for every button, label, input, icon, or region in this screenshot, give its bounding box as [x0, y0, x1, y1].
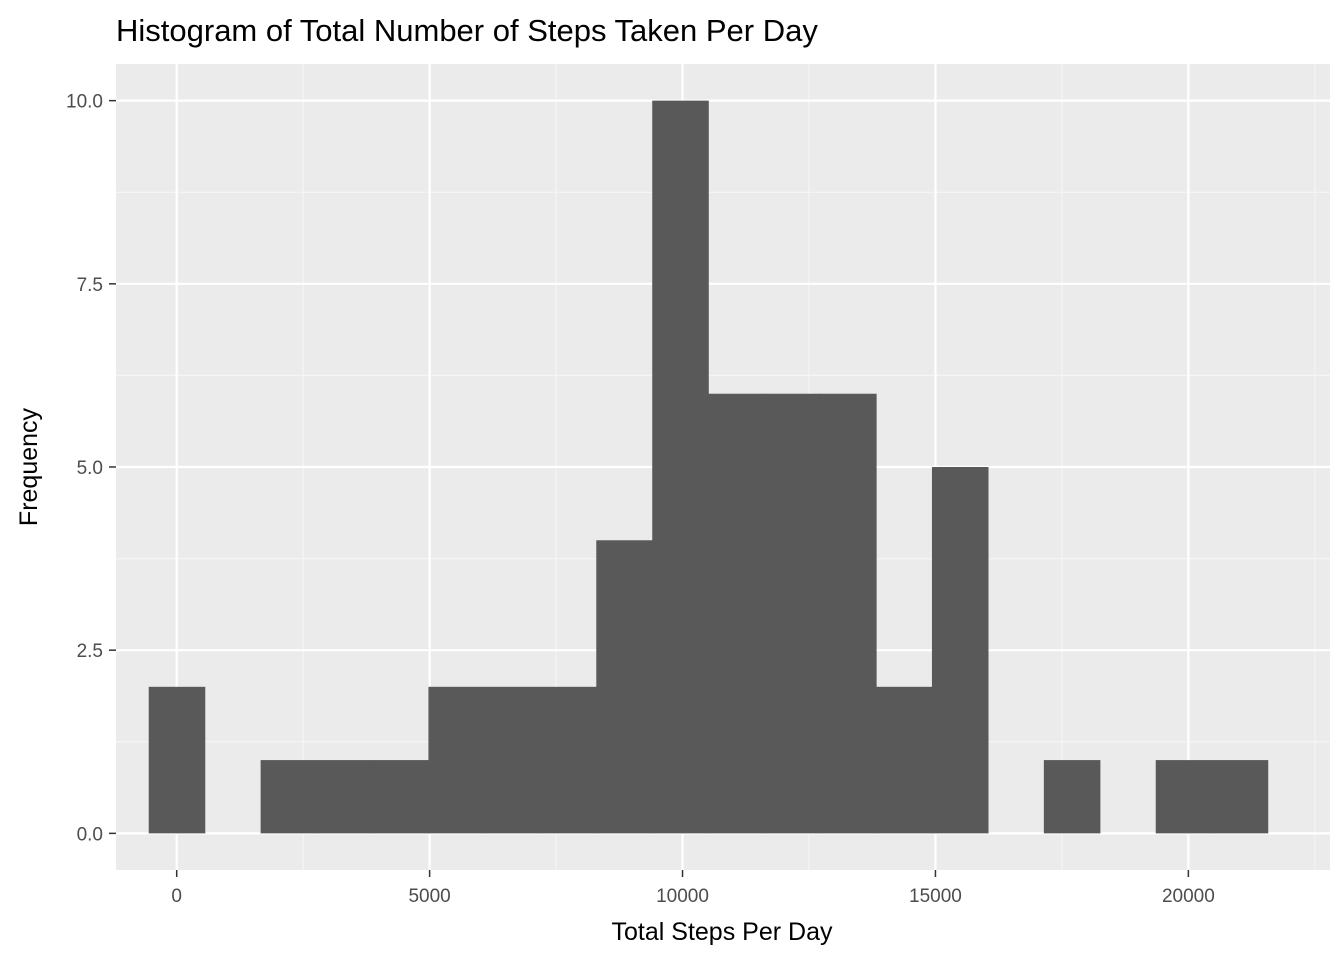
x-tick-label: 10000	[656, 886, 709, 907]
histogram-bar-3	[316, 760, 374, 834]
histogram-bar-18	[1155, 760, 1213, 834]
x-tick-label: 0	[171, 886, 182, 907]
x-tick-label: 20000	[1162, 886, 1215, 907]
x-axis-title: Total Steps Per Day	[612, 918, 833, 946]
histogram-bar-9	[652, 100, 709, 834]
histogram-bar-19	[1211, 760, 1269, 834]
histogram-bar-12	[820, 393, 877, 834]
y-axis-title: Frequency	[15, 407, 43, 526]
y-tick-label: 10.0	[66, 92, 103, 113]
histogram-bar-14	[931, 467, 989, 834]
histogram-bar-4	[372, 760, 430, 834]
y-tick-label: 2.5	[77, 641, 103, 662]
y-axis-ticks: 0.0 2.5 5.0 7.5 10.0	[66, 92, 116, 845]
histogram-bar-10	[708, 393, 765, 834]
histogram-bar-7	[540, 686, 597, 834]
y-tick-label: 7.5	[77, 275, 103, 296]
y-tick-label: 5.0	[77, 458, 103, 479]
x-tick-label: 5000	[408, 886, 450, 907]
histogram-bar-6	[484, 686, 541, 834]
x-tick-label: 15000	[909, 886, 962, 907]
y-tick-label: 0.0	[77, 824, 103, 845]
histogram-bar-5	[428, 686, 485, 834]
histogram-bar-2	[260, 760, 318, 834]
histogram-bars	[148, 100, 1269, 834]
histogram-bar-13	[876, 686, 933, 834]
histogram-bar-0	[148, 686, 206, 834]
histogram-bar-11	[764, 393, 821, 834]
histogram-bar-16	[1043, 760, 1101, 834]
histogram-bar-8	[596, 540, 653, 834]
x-axis-ticks: 0 5000 10000 15000 20000	[171, 870, 1215, 907]
chart-title: Histogram of Total Number of Steps Taken…	[116, 13, 818, 48]
